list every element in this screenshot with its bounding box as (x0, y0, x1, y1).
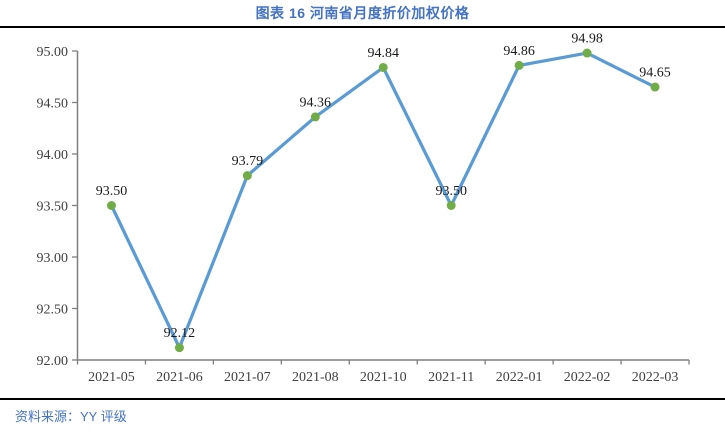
data-label: 94.84 (368, 46, 400, 61)
y-tick-label: 94.50 (37, 96, 69, 111)
data-point (582, 48, 592, 58)
data-label: 94.36 (300, 95, 332, 110)
y-tick-label: 92.50 (37, 302, 69, 317)
x-tick-label: 2021-06 (156, 370, 203, 385)
top-divider (0, 26, 725, 28)
data-point (446, 201, 456, 210)
y-tick-label: 93.50 (37, 199, 69, 214)
x-tick-label: 2022-02 (564, 370, 611, 385)
x-tick-label: 2021-11 (428, 370, 474, 385)
data-point (106, 201, 116, 210)
data-point (310, 112, 320, 122)
data-point (242, 171, 252, 181)
x-tick-label: 2022-01 (496, 370, 543, 385)
x-tick-label: 2021-08 (292, 370, 339, 385)
data-point (174, 343, 184, 353)
y-tick-label: 95.00 (37, 45, 69, 60)
x-tick-label: 2022-03 (632, 370, 679, 385)
data-label: 94.86 (503, 44, 535, 59)
data-label: 92.12 (164, 326, 196, 341)
data-point (514, 60, 524, 70)
source-note: 资料来源：YY 评级 (15, 409, 127, 424)
data-point (650, 82, 660, 92)
data-label: 94.65 (639, 66, 671, 81)
data-label: 93.50 (435, 184, 467, 199)
series-line (109, 51, 657, 350)
data-label: 94.98 (571, 32, 603, 47)
chart-title: 图表 16 河南省月度折价加权价格 (255, 5, 470, 21)
y-tick-label: 94.00 (37, 148, 69, 163)
x-tick-label: 2021-07 (224, 370, 271, 385)
x-tick-label: 2021-10 (360, 370, 407, 385)
x-tick-label: 2021-05 (88, 370, 135, 385)
data-label: 93.50 (96, 184, 128, 199)
data-label: 93.79 (232, 154, 264, 169)
y-tick-label: 92.00 (37, 354, 69, 369)
data-point (378, 62, 388, 72)
y-tick-label: 93.00 (37, 251, 69, 266)
bottom-divider (0, 398, 725, 400)
